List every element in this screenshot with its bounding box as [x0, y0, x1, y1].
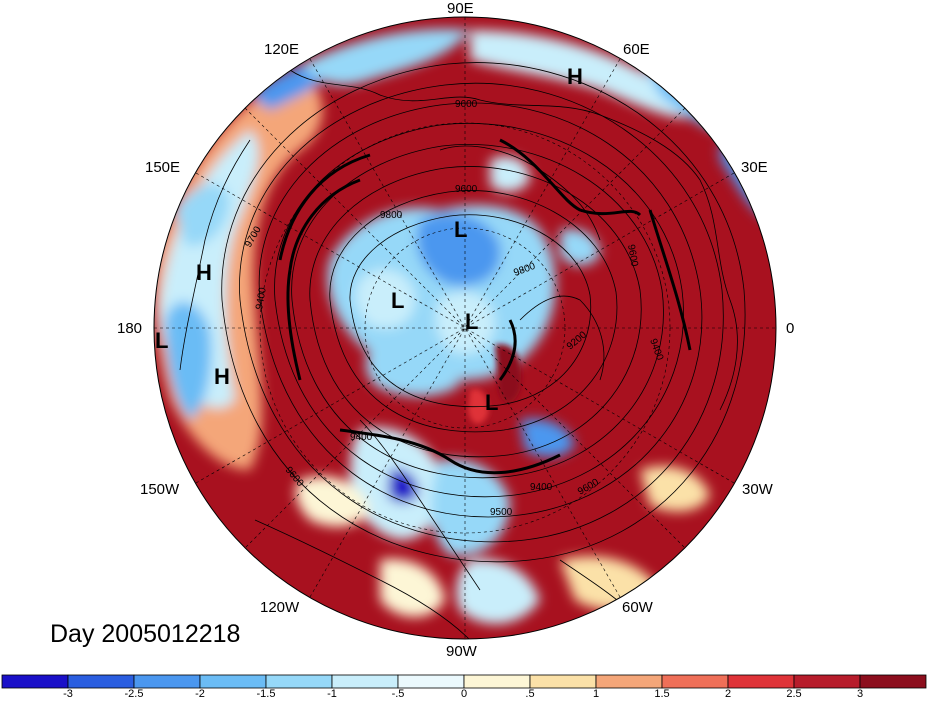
contour-label: 9600	[455, 99, 478, 110]
colorbar-swatch	[1, 674, 69, 689]
lon-label-120w: 120W	[260, 599, 300, 616]
contour-label: 9600	[625, 244, 640, 268]
lon-label-30w: 30W	[742, 481, 773, 498]
colorbar-swatch	[133, 674, 201, 689]
colorbar-tick-label: 0	[460, 688, 468, 700]
colorbar-swatch	[793, 674, 861, 689]
low-pressure-marker: L	[485, 390, 498, 415]
colorbar-tick-label: 2.5	[786, 688, 802, 700]
lon-label-60e: 60E	[623, 41, 650, 58]
colorbar-tick-label: -3	[63, 688, 73, 700]
high-pressure-marker: H	[214, 364, 230, 389]
lon-label-90w: 90W	[446, 643, 477, 660]
colorbar-tick-label: -2.5	[124, 688, 144, 700]
colorbar-tick-label: -.5	[391, 688, 405, 700]
colorbar-swatch	[463, 674, 531, 689]
colorbar-tick-label: -1	[327, 688, 337, 700]
low-pressure-marker: L	[391, 288, 404, 313]
contour-label: 9400	[530, 482, 553, 493]
colorbar-tick-label: 1	[592, 688, 600, 700]
lon-label-150w: 150W	[140, 481, 180, 498]
colorbar-tick-label: -1.5	[256, 688, 276, 700]
contours	[221, 62, 746, 563]
lon-label-90e: 90E	[447, 0, 474, 17]
colorbar-tick-label: 3	[856, 688, 864, 700]
lon-label-180: 180	[117, 320, 143, 337]
colorbar	[1, 674, 927, 689]
colorbar-swatch	[331, 674, 399, 689]
colorbar-tick-label: .5	[525, 688, 535, 700]
lon-label-60w: 60W	[622, 599, 653, 616]
colorbar-swatch	[199, 674, 267, 689]
graticule	[154, 17, 776, 639]
colorbar-swatch	[397, 674, 465, 689]
lon-label-120e: 120E	[264, 41, 300, 58]
map-title: Day 2005012218	[50, 620, 241, 648]
contour-label: 9500	[490, 507, 513, 518]
contour-label: 9600	[455, 184, 478, 195]
high-pressure-marker: H	[196, 260, 212, 285]
colorbar-swatch	[67, 674, 135, 689]
lon-label-0: 0	[786, 320, 795, 337]
lon-label-150e: 150E	[145, 159, 181, 176]
high-pressure-marker: H	[567, 64, 583, 89]
colorbar-tick-label: -2	[195, 688, 205, 700]
low-pressure-marker: L	[155, 328, 168, 353]
colorbar-swatch	[661, 674, 729, 689]
lon-label-30e: 30E	[741, 159, 768, 176]
contour-label: 9400	[350, 432, 373, 443]
contour-label: 9400	[254, 286, 269, 310]
low-pressure-marker: L	[454, 217, 467, 242]
colorbar-swatch	[727, 674, 795, 689]
colorbar-tick-label: 1.5	[654, 688, 670, 700]
colorbar-swatch	[529, 674, 597, 689]
colorbar-swatch	[595, 674, 663, 689]
colorbar-swatch	[265, 674, 333, 689]
low-pressure-marker: L	[465, 309, 478, 334]
colorbar-swatch	[859, 674, 927, 689]
jet-contours	[278, 138, 692, 475]
map-boundary	[153, 16, 777, 640]
contour-label: 9800	[380, 210, 403, 221]
colorbar-tick-label: 2	[724, 688, 732, 700]
